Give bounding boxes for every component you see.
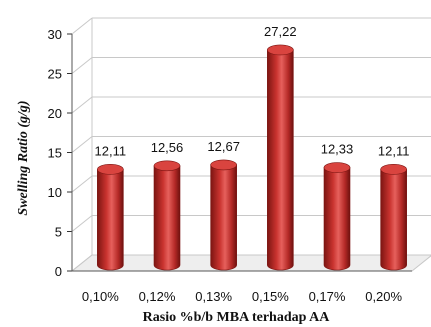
bar — [210, 159, 237, 271]
y-tick-label: 15 — [48, 146, 62, 161]
bar-body — [210, 164, 237, 271]
bar — [97, 164, 124, 271]
gridline-depth — [71, 96, 93, 114]
bar-body — [267, 49, 294, 271]
data-label: 12,11 — [378, 143, 410, 158]
bar-top — [267, 44, 294, 56]
data-labels: 12,11 12,56 12,67 27,22 12,33 12,11 — [95, 24, 410, 158]
y-tick-label: 30 — [48, 27, 62, 42]
data-label: 12,11 — [95, 143, 127, 158]
chart-floor — [70, 254, 431, 272]
bar — [153, 160, 181, 271]
gridline-depth — [71, 215, 93, 232]
bar-top — [380, 164, 407, 175]
bar-body — [153, 165, 181, 271]
gridline-depth — [71, 136, 93, 153]
x-tick-label: 0,17% — [309, 289, 346, 304]
gridline-depth — [71, 175, 93, 193]
bar-body — [97, 169, 124, 271]
data-label: 27,22 — [264, 24, 297, 39]
x-axis-title: Rasio %b/b MBA terhadap AA — [143, 310, 331, 325]
bar — [267, 44, 294, 271]
bar — [323, 162, 351, 271]
bar-top — [323, 162, 351, 173]
bars — [97, 44, 407, 271]
y-tick-label: 0 — [55, 264, 62, 279]
y-axis-title: Swelling Ratio (g/g) — [16, 100, 31, 215]
y-tick-label: 5 — [55, 225, 62, 240]
gridline-depth — [71, 17, 93, 35]
x-tick-label: 0,20% — [365, 289, 402, 304]
gridline-depth — [71, 254, 93, 272]
x-tick-label: 0,12% — [139, 289, 176, 304]
gridline-depth — [71, 57, 93, 74]
bar-body — [380, 169, 407, 271]
x-tick-label: 0,15% — [252, 289, 289, 304]
bar-body — [323, 167, 351, 271]
bar — [380, 164, 407, 271]
y-tick-label: 25 — [48, 67, 62, 82]
y-tick-label: 10 — [48, 185, 62, 200]
x-tick-label: 0,13% — [195, 289, 232, 304]
data-label: 12,67 — [207, 139, 240, 154]
bar-top — [153, 160, 181, 172]
bar-top — [97, 164, 124, 175]
bar-top — [210, 159, 237, 171]
data-label: 12,56 — [151, 140, 184, 155]
x-tick-label: 0,10% — [82, 289, 119, 304]
data-label: 12,33 — [321, 142, 354, 157]
y-tick-label: 20 — [48, 106, 62, 121]
axes: 0 5 10 15 20 25 30 0,10% 0,12% 0,13% 0,15% 0,17% 0,2… — [48, 27, 412, 304]
